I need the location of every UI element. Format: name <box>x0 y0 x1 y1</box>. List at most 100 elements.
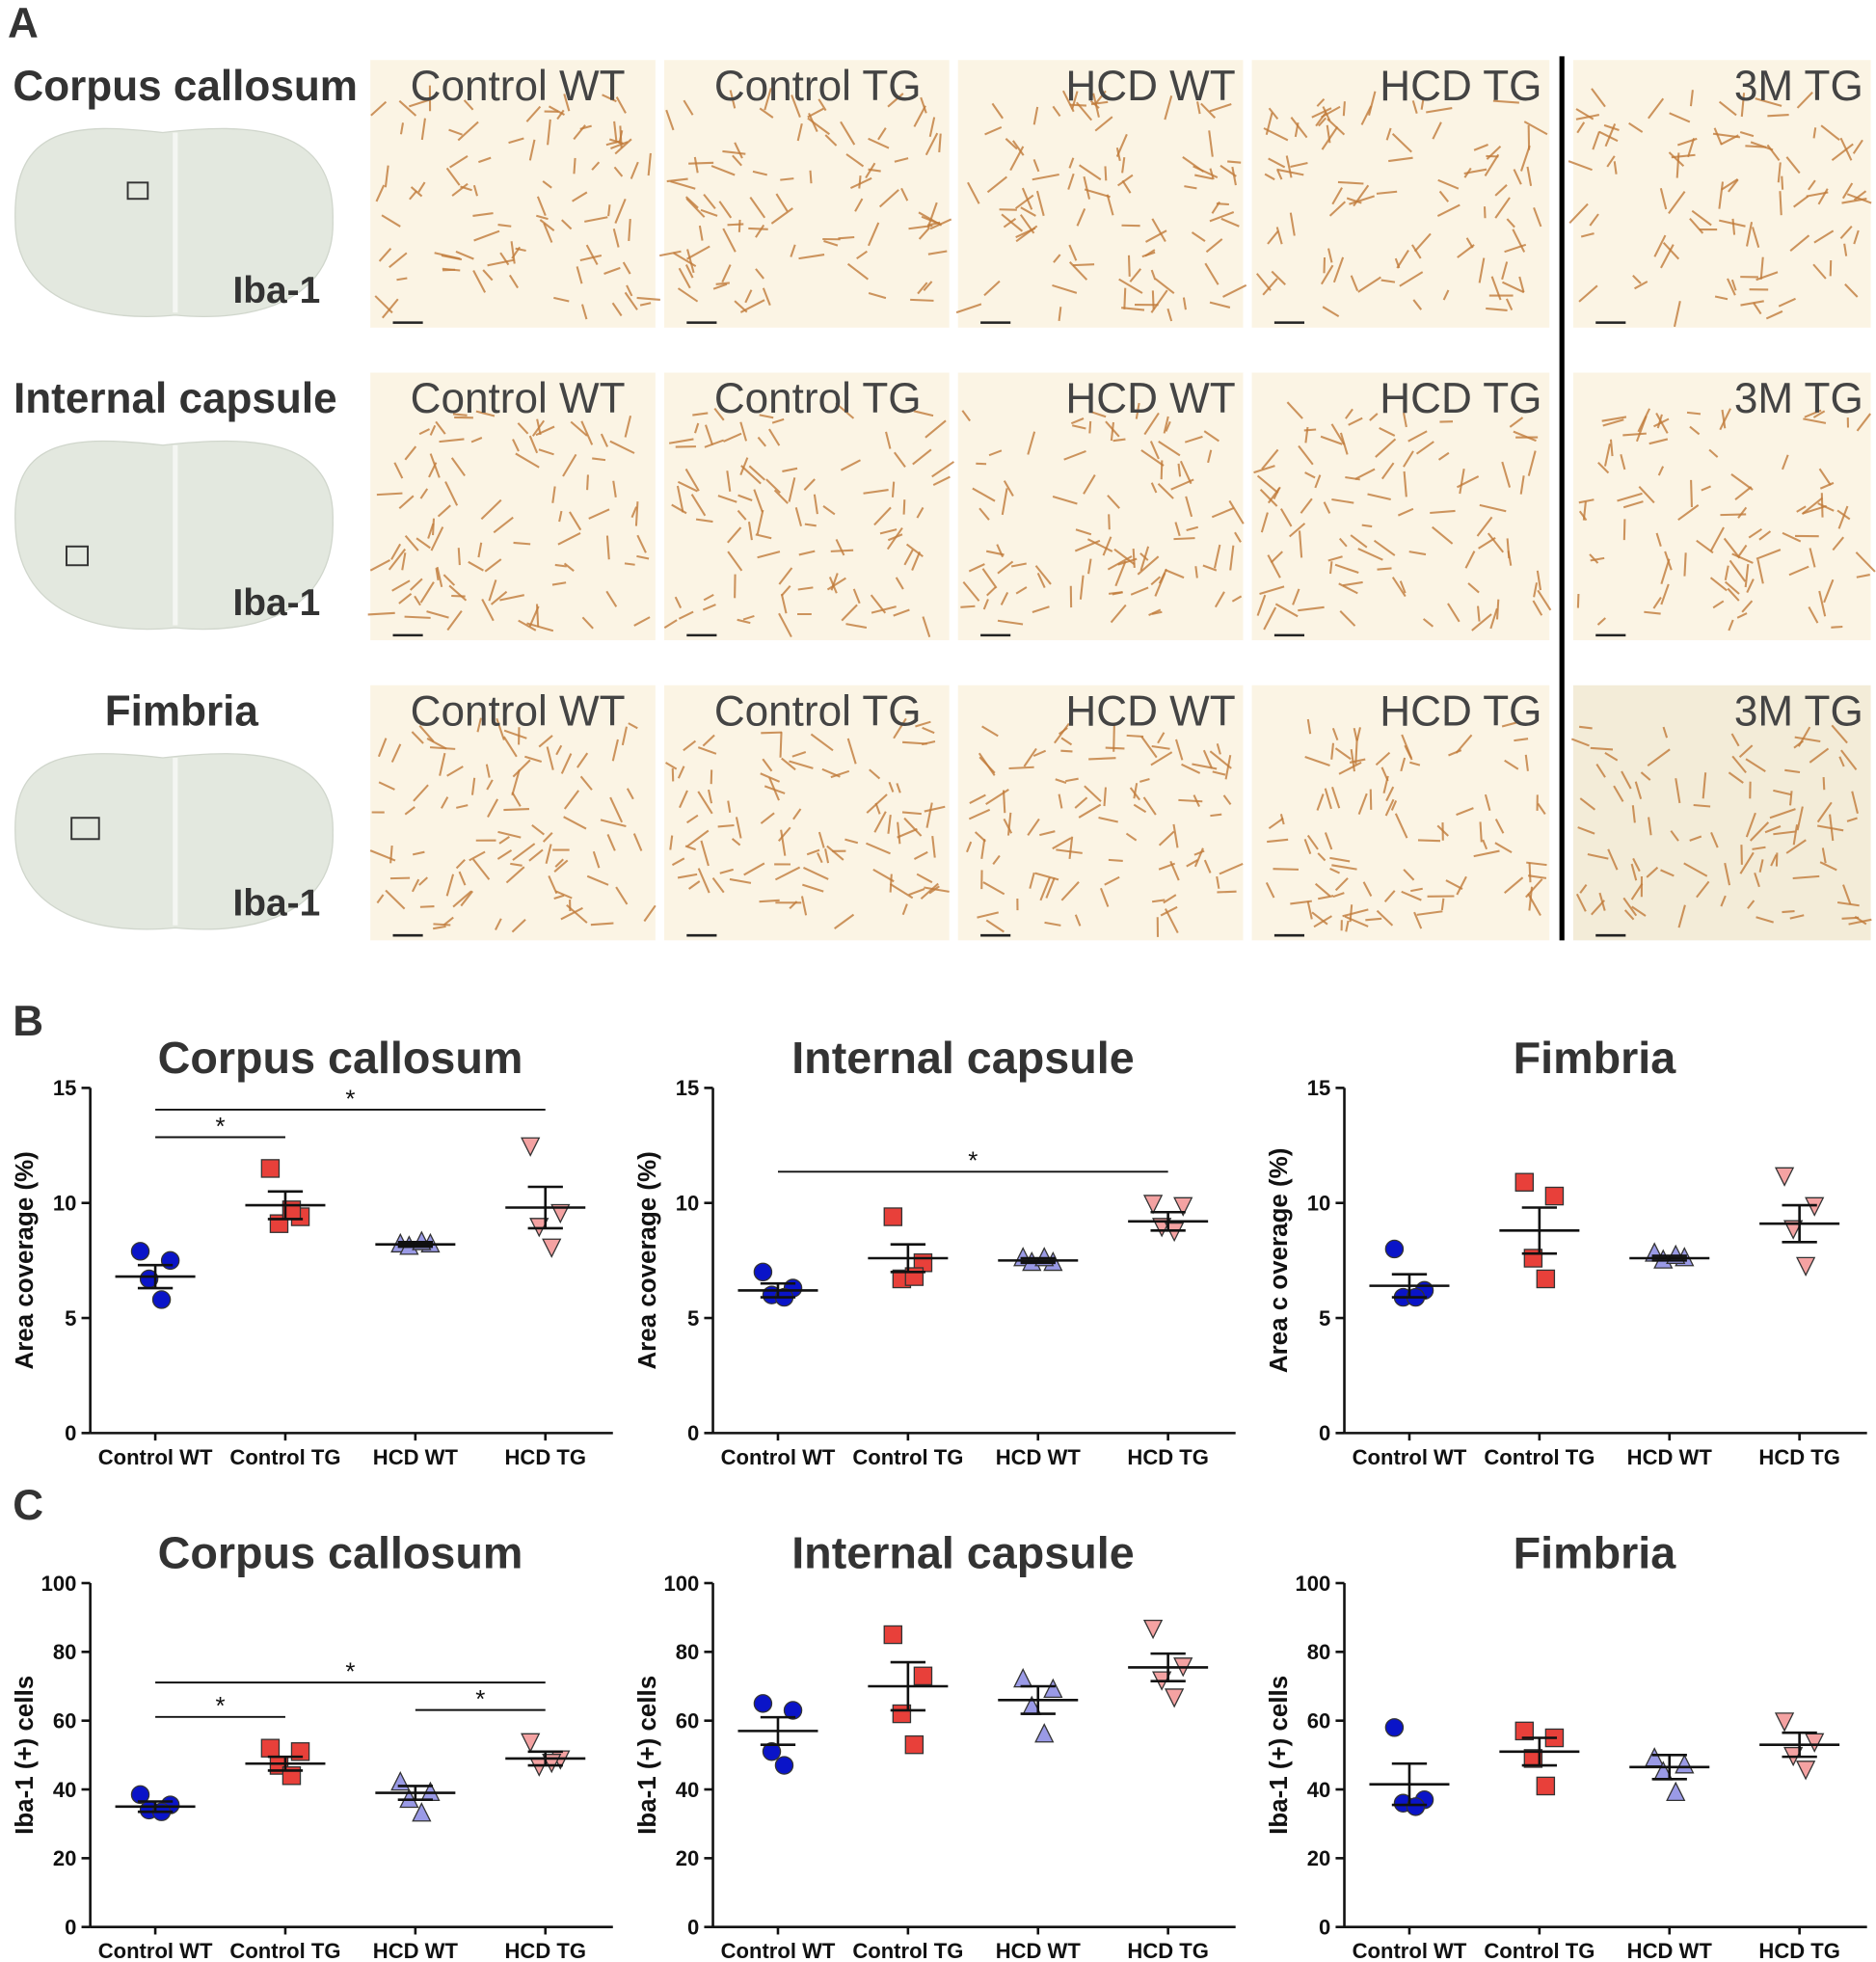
data-point <box>1774 1712 1795 1733</box>
cell <box>1759 256 1764 280</box>
cell <box>817 98 827 112</box>
cell <box>1432 121 1442 140</box>
cell <box>676 485 684 513</box>
cell <box>1575 893 1587 912</box>
data-point <box>1783 1220 1804 1240</box>
cell <box>677 480 698 493</box>
cell <box>1273 868 1300 871</box>
cell <box>778 567 793 585</box>
cell <box>538 448 554 456</box>
cell <box>1501 461 1512 488</box>
cell <box>457 121 479 142</box>
cell <box>1032 106 1039 125</box>
cell <box>1728 178 1739 193</box>
cell <box>845 623 868 630</box>
cell <box>1068 244 1078 261</box>
micrograph <box>663 372 955 641</box>
cell <box>901 903 908 916</box>
cell <box>1689 218 1704 234</box>
cell <box>1635 415 1648 443</box>
y-tick-label: 60 <box>676 1708 700 1733</box>
cell <box>1202 564 1218 572</box>
cell <box>1032 749 1047 758</box>
cell <box>1194 174 1214 180</box>
cell <box>893 608 910 617</box>
cell <box>398 99 417 117</box>
cell <box>1228 499 1245 524</box>
y-tick-label: 0 <box>687 1915 699 1939</box>
cell <box>867 222 880 247</box>
cell <box>1518 276 1525 293</box>
cell <box>840 121 856 146</box>
cell <box>612 480 617 497</box>
cell <box>1373 539 1396 556</box>
cell <box>1502 281 1525 294</box>
cell <box>1740 300 1764 307</box>
cell <box>1130 586 1149 596</box>
cell <box>917 282 928 295</box>
cell <box>1330 742 1335 760</box>
cell <box>1157 482 1174 499</box>
cell <box>955 303 982 314</box>
cell <box>497 830 522 839</box>
cell <box>1338 761 1362 775</box>
cell <box>1350 275 1359 291</box>
cell <box>1110 421 1115 442</box>
cell <box>663 619 678 629</box>
cell <box>1343 580 1363 587</box>
cell <box>873 506 892 526</box>
cell <box>1027 431 1036 455</box>
x-tick-label: Control WT <box>721 1445 836 1469</box>
cell <box>1689 90 1694 107</box>
cell <box>420 118 426 141</box>
cell <box>1005 138 1018 150</box>
cell <box>1121 157 1126 174</box>
cell <box>470 777 476 795</box>
cell <box>473 229 500 242</box>
x-tick-label: Control TG <box>852 1939 963 1962</box>
x-tick-label: Control WT <box>1353 1445 1467 1469</box>
cell <box>1003 818 1013 834</box>
cell <box>1401 890 1422 901</box>
cell <box>1151 218 1166 243</box>
cell <box>1797 726 1811 747</box>
cell <box>969 793 986 804</box>
sem-bar <box>1391 1273 1428 1299</box>
cell <box>1487 532 1505 553</box>
cell <box>1737 506 1748 519</box>
cell <box>488 579 497 602</box>
cell <box>1537 802 1546 815</box>
cell <box>1789 234 1810 252</box>
cell <box>1290 161 1308 169</box>
cell <box>1403 470 1407 497</box>
cell <box>1311 107 1332 119</box>
cell <box>1140 449 1165 467</box>
cell <box>755 533 772 540</box>
cell <box>1696 880 1710 899</box>
cell <box>1634 781 1643 799</box>
cell <box>1796 92 1813 109</box>
cell <box>1718 181 1725 209</box>
cell <box>1809 747 1830 764</box>
cell <box>609 796 624 823</box>
cell <box>1209 750 1232 769</box>
cell <box>442 916 454 927</box>
cell <box>1023 747 1037 767</box>
cell <box>1476 516 1493 537</box>
cell <box>1479 821 1483 843</box>
cell <box>1396 249 1409 269</box>
x-tick-label: Control WT <box>721 1939 836 1962</box>
cell <box>600 433 609 447</box>
cell <box>632 833 643 851</box>
cell <box>1456 875 1467 896</box>
cell <box>893 717 907 739</box>
cell <box>451 594 466 598</box>
x-tick-label: HCD TG <box>1758 1445 1839 1469</box>
cell <box>1292 588 1300 605</box>
data-point <box>753 1694 773 1713</box>
cell <box>757 436 767 447</box>
cell <box>1702 772 1707 799</box>
y-tick-label: 5 <box>1319 1306 1330 1330</box>
data-point <box>1523 1749 1543 1768</box>
cell <box>1060 749 1073 753</box>
